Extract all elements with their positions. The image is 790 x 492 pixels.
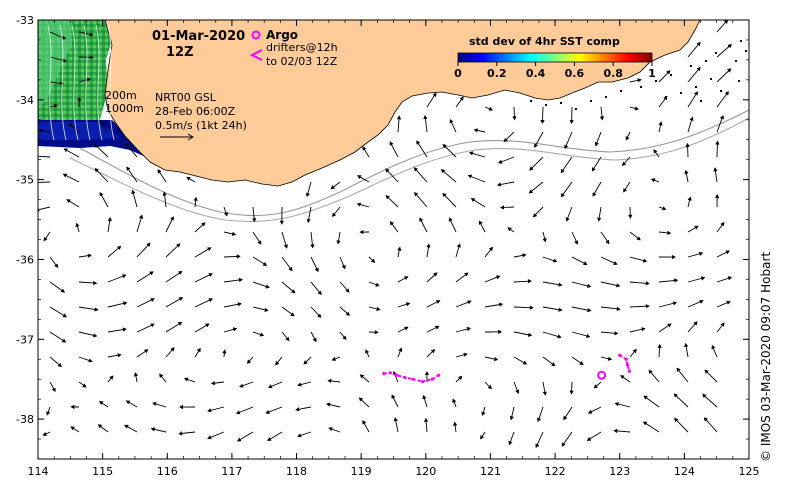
x-tick-label: 124 [674, 465, 695, 478]
drifter-point [625, 363, 630, 367]
colorbar-tick-label: 0.4 [526, 67, 546, 80]
credit-text: © IMOS 03-Mar-2020 09:07 Hobart [759, 251, 773, 462]
drifter-point [420, 379, 425, 384]
isobath-1000m [69, 117, 749, 223]
isobath-200m [79, 109, 749, 217]
drifter-point [437, 373, 441, 377]
current-vectors [38, 20, 733, 448]
drifter-point [382, 371, 386, 376]
legend-drifters: drifters@12h to 02/03 12Z [249, 41, 338, 68]
argo-float-marker [597, 370, 607, 380]
colorbar-tick-label: 0 [454, 67, 462, 80]
colorbar-tick-label: 0.2 [487, 67, 507, 80]
colorbar-tick-label: 0.6 [565, 67, 585, 80]
x-tick-label: 123 [609, 465, 630, 478]
argo-legend-label: Argo [266, 28, 298, 42]
drifter-track [619, 354, 631, 372]
x-tick-label: 120 [415, 465, 436, 478]
legend-argo: Argo [251, 28, 298, 42]
time-label: 12Z [166, 45, 194, 60]
drifter-point [411, 377, 415, 381]
drifters-legend-sub: to 02/03 12Z [266, 55, 338, 68]
y-tick-label: -36 [16, 253, 34, 266]
x-tick-label: 122 [545, 465, 566, 478]
y-tick-label: -38 [16, 413, 34, 426]
colorbar: std dev of 4hr SST comp 0 0.2 0.4 0.6 0.8 1 [454, 35, 656, 80]
product-time-label: 28-Feb 06:00Z [155, 105, 236, 118]
scale-label: 0.5m/s (1kt 24h) [155, 119, 247, 132]
drifters-legend-label: drifters@12h [266, 41, 338, 54]
argo-marker-icon [251, 30, 261, 40]
drifter-point [627, 369, 632, 373]
drifter-point [388, 371, 392, 375]
y-tick-label: -35 [16, 174, 34, 187]
y-tick-label: -33 [16, 14, 34, 27]
isobath-label-1000m: 1000m [105, 102, 144, 115]
y-tick-label: -37 [16, 333, 34, 346]
x-tick-label: 115 [92, 465, 113, 478]
x-tick-label: 117 [221, 465, 242, 478]
colorbar-tick-label: 1 [648, 67, 656, 80]
drifter-point [618, 353, 622, 357]
drifter-tracks [382, 353, 632, 384]
colorbar-tick-label: 0.8 [603, 67, 623, 80]
y-tick-label: -34 [16, 94, 34, 107]
argo-floats [597, 370, 607, 380]
drifter-point [403, 375, 407, 380]
x-tick-label: 116 [157, 465, 178, 478]
isobath-label-200m: 200m [105, 89, 137, 102]
drifter-marker-icon [249, 49, 263, 61]
x-tick-label: 121 [480, 465, 501, 478]
drifter-point [430, 377, 434, 381]
drifter-point [624, 357, 628, 361]
axis-ticks: 114 115 116 117 118 119 120 121 122 123 124 125 -33 -… [16, 14, 759, 478]
x-tick-label: 125 [739, 465, 760, 478]
colorbar-gradient [457, 52, 653, 63]
colorbar-title: std dev of 4hr SST comp [469, 35, 620, 48]
product-label: NRT00 GSL [155, 91, 217, 104]
x-tick-label: 118 [286, 465, 307, 478]
x-tick-label: 114 [28, 465, 49, 478]
date-label: 01-Mar-2020 [152, 29, 245, 44]
coastal-islands [530, 40, 747, 110]
x-tick-label: 119 [351, 465, 372, 478]
drifter-point [395, 373, 399, 377]
